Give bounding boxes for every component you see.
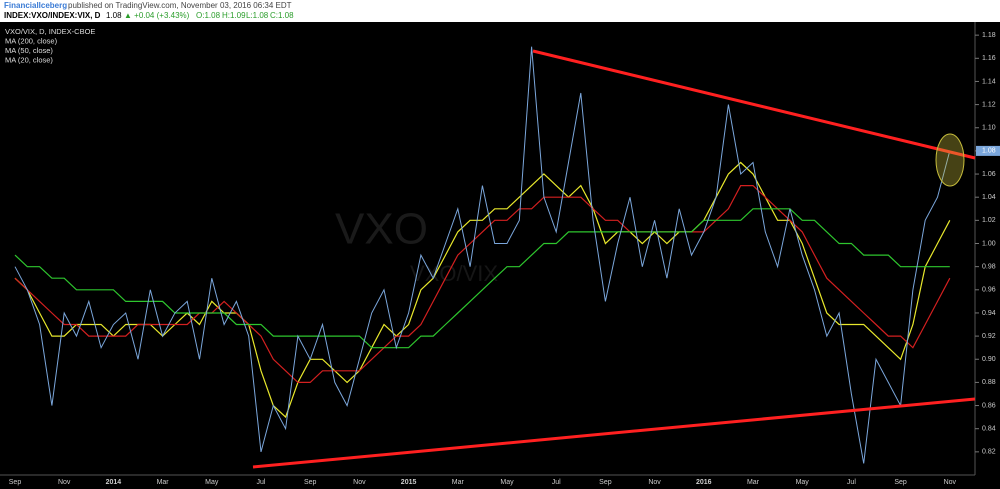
low: L:1.08 [246, 11, 269, 20]
y-tick-label: 0.84 [982, 426, 996, 433]
x-tick-label: Mar [157, 479, 170, 486]
chart-bg [0, 22, 1000, 489]
legend-entry: MA (50, close) [5, 46, 53, 55]
price-tag-bg [976, 145, 1000, 156]
x-tick-label: Sep [304, 479, 317, 486]
published: published on TradingView.com, November 0… [68, 1, 292, 10]
plot [14, 46, 951, 464]
x-tick-label: Nov [944, 479, 957, 486]
author[interactable]: FinancialIceberg [4, 1, 67, 10]
x-tick-label: 2014 [106, 479, 122, 486]
x-tick-label: Mar [747, 479, 760, 486]
series-line [14, 161, 951, 419]
watermark-sub: VXO/VIX [410, 261, 498, 286]
y-tick-label: 0.90 [982, 356, 996, 363]
x-tick-label: Sep [894, 479, 907, 486]
trend-line-upper [532, 49, 976, 160]
x-tick-label: Sep [599, 479, 612, 486]
x-tick-label: Nov [58, 479, 71, 486]
watermark: VXO [335, 205, 428, 254]
y-tick-label: 1.16 [982, 55, 996, 62]
header-bg [0, 0, 1000, 22]
y-tick-label: 1.00 [982, 240, 996, 247]
y-tick-label: 1.18 [982, 32, 996, 39]
legend-entry: MA (200, close) [5, 36, 58, 45]
y-tick-label: 0.94 [982, 310, 996, 317]
y-tick-label: 1.14 [982, 78, 996, 85]
x-tick-label: 2015 [401, 479, 417, 486]
change: ▲ +0.04 (+3.43%) [124, 11, 190, 20]
y-tick-label: 0.98 [982, 263, 996, 270]
price-tag: 1.08 [982, 148, 996, 155]
x-tick-label: Jul [257, 479, 266, 486]
legend-entry: MA (20, close) [5, 55, 53, 64]
highlight-ellipse [935, 133, 965, 187]
close: C:1.08 [270, 11, 294, 20]
x-tick-label: Mar [452, 479, 465, 486]
y-tick-label: 0.92 [982, 333, 996, 340]
x-tick-label: Nov [353, 479, 366, 486]
x-tick-label: Jul [552, 479, 561, 486]
last: 1.08 [106, 11, 122, 20]
x-tick-label: Jul [847, 479, 856, 486]
x-tick-label: May [500, 479, 514, 486]
series-line [14, 208, 950, 349]
legend-entry: VXO/VIX, D, INDEX-CBOE [5, 27, 95, 36]
y-tick-label: 1.10 [982, 125, 996, 132]
y-tick-label: 0.82 [982, 449, 996, 456]
x-tick-label: May [796, 479, 810, 486]
x-tick-label: Nov [648, 479, 661, 486]
series-line [14, 46, 951, 464]
y-tick-label: 1.12 [982, 101, 996, 108]
high: H:1.09 [222, 11, 246, 20]
y-tick-label: 1.02 [982, 217, 996, 224]
x-tick-label: Sep [9, 479, 22, 486]
y-tick-label: 0.88 [982, 379, 996, 386]
x-tick-label: May [205, 479, 219, 486]
trend-line-lower [252, 397, 976, 469]
symbol: INDEX:VXO/INDEX:VIX, D [4, 11, 101, 20]
y-tick-label: 0.96 [982, 287, 996, 294]
open: O:1.08 [196, 11, 221, 20]
x-tick-label: 2016 [696, 479, 712, 486]
y-tick-label: 1.06 [982, 171, 996, 178]
y-tick-label: 0.86 [982, 402, 996, 409]
y-tick-label: 1.04 [982, 194, 996, 201]
